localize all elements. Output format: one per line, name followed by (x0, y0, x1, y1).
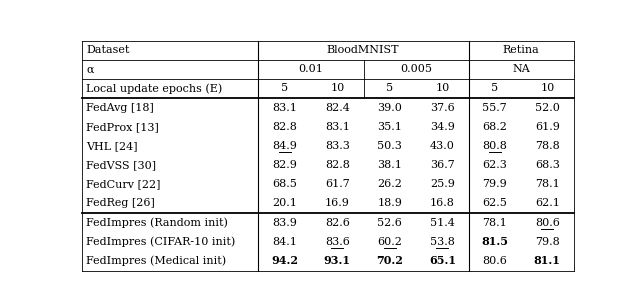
Text: VHL [24]: VHL [24] (86, 141, 138, 151)
Text: 84.9: 84.9 (273, 141, 297, 151)
Text: 84.1: 84.1 (273, 237, 297, 247)
Text: Local update epochs (E): Local update epochs (E) (86, 83, 223, 94)
Text: 62.5: 62.5 (483, 198, 508, 209)
Text: 5: 5 (492, 83, 499, 93)
Text: BloodMNIST: BloodMNIST (327, 45, 399, 55)
Text: FedVSS [30]: FedVSS [30] (86, 160, 157, 170)
Text: 10: 10 (435, 83, 449, 93)
Text: 37.6: 37.6 (430, 103, 454, 113)
Text: FedImpres (CIFAR-10 init): FedImpres (CIFAR-10 init) (86, 237, 236, 247)
Text: 10: 10 (540, 83, 554, 93)
Text: 93.1: 93.1 (324, 255, 351, 266)
Text: 62.1: 62.1 (535, 198, 560, 209)
Text: 26.2: 26.2 (378, 179, 402, 189)
Text: 61.9: 61.9 (535, 122, 560, 132)
Text: 83.9: 83.9 (273, 218, 297, 228)
Text: FedImpres (Random init): FedImpres (Random init) (86, 217, 228, 228)
Text: 10: 10 (330, 83, 344, 93)
Text: 83.1: 83.1 (273, 103, 297, 113)
Text: 50.3: 50.3 (378, 141, 402, 151)
Text: 18.9: 18.9 (378, 198, 402, 209)
Text: 80.8: 80.8 (483, 141, 508, 151)
Text: 5: 5 (386, 83, 394, 93)
Text: 82.4: 82.4 (325, 103, 349, 113)
Text: 52.6: 52.6 (378, 218, 402, 228)
Text: 0.005: 0.005 (400, 64, 432, 74)
Text: 55.7: 55.7 (483, 103, 507, 113)
Text: 68.5: 68.5 (273, 179, 297, 189)
Text: 80.6: 80.6 (483, 256, 508, 266)
Text: 94.2: 94.2 (271, 255, 298, 266)
Text: 79.9: 79.9 (483, 179, 507, 189)
Text: 53.8: 53.8 (430, 237, 455, 247)
Text: 68.3: 68.3 (535, 160, 560, 170)
Text: FedImpres (Medical init): FedImpres (Medical init) (86, 256, 227, 266)
Text: 78.8: 78.8 (535, 141, 559, 151)
Text: 34.9: 34.9 (430, 122, 455, 132)
Text: 82.8: 82.8 (325, 160, 349, 170)
Text: 78.1: 78.1 (483, 218, 507, 228)
Text: α: α (86, 64, 94, 74)
Text: 0.01: 0.01 (298, 64, 323, 74)
Text: 16.9: 16.9 (325, 198, 349, 209)
Text: FedProx [13]: FedProx [13] (86, 122, 159, 132)
Text: 82.6: 82.6 (325, 218, 349, 228)
Text: 82.8: 82.8 (273, 122, 297, 132)
Text: 79.8: 79.8 (535, 237, 559, 247)
Text: FedCurv [22]: FedCurv [22] (86, 179, 161, 189)
Text: 52.0: 52.0 (535, 103, 560, 113)
Text: 36.7: 36.7 (430, 160, 454, 170)
Text: 83.3: 83.3 (325, 141, 349, 151)
Text: FedReg [26]: FedReg [26] (86, 198, 156, 209)
Text: 81.1: 81.1 (534, 255, 561, 266)
Text: 83.6: 83.6 (325, 237, 349, 247)
Text: NA: NA (512, 64, 530, 74)
Text: 62.3: 62.3 (483, 160, 508, 170)
Text: 81.5: 81.5 (481, 236, 508, 247)
Text: 20.1: 20.1 (273, 198, 297, 209)
Text: 16.8: 16.8 (430, 198, 455, 209)
Text: 80.6: 80.6 (535, 218, 560, 228)
Text: 68.2: 68.2 (483, 122, 508, 132)
Text: 70.2: 70.2 (376, 255, 403, 266)
Text: 5: 5 (281, 83, 289, 93)
Text: 51.4: 51.4 (430, 218, 455, 228)
Text: 83.1: 83.1 (325, 122, 349, 132)
Text: 43.0: 43.0 (430, 141, 455, 151)
Text: 35.1: 35.1 (378, 122, 402, 132)
Text: 78.1: 78.1 (535, 179, 559, 189)
Text: 39.0: 39.0 (378, 103, 402, 113)
Text: 38.1: 38.1 (378, 160, 402, 170)
Text: 60.2: 60.2 (378, 237, 402, 247)
Text: 65.1: 65.1 (429, 255, 456, 266)
Text: 25.9: 25.9 (430, 179, 455, 189)
Text: Dataset: Dataset (86, 45, 130, 55)
Text: FedAvg [18]: FedAvg [18] (86, 103, 154, 113)
Text: 61.7: 61.7 (325, 179, 349, 189)
Text: 82.9: 82.9 (273, 160, 297, 170)
Text: Retina: Retina (502, 45, 540, 55)
